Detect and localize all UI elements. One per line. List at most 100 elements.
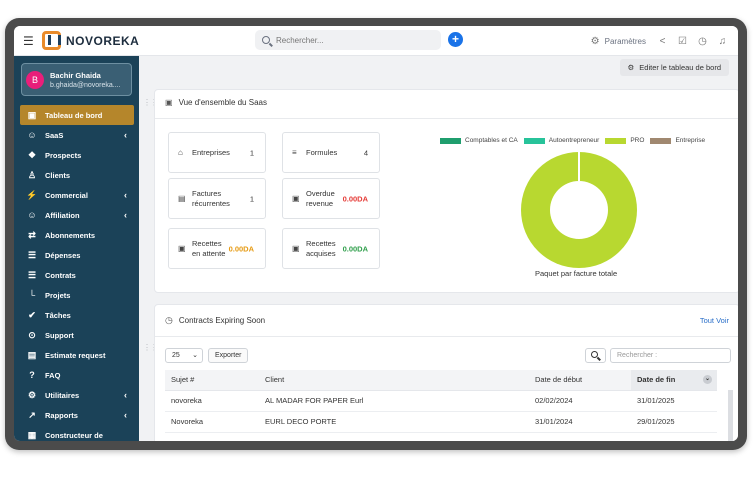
main-content: ⚙ Editer le tableau de bord ⋮⋮ ▣ Vue d'e… bbox=[139, 56, 738, 441]
clock-icon: ◷ bbox=[165, 315, 173, 325]
legend-item[interactable]: Autoentrepreneur bbox=[523, 137, 599, 144]
legend-item[interactable]: Comptables et CA bbox=[440, 137, 518, 144]
table-search-input[interactable]: Rechercher : bbox=[610, 348, 731, 363]
menu-icon[interactable]: ☰ bbox=[23, 33, 34, 48]
sync-icon: ⇄ bbox=[28, 229, 36, 240]
stat-value: 1 bbox=[249, 148, 254, 157]
table-cell: AL MADAR FOR PAPER Eurl bbox=[259, 390, 529, 412]
legend-swatch bbox=[605, 137, 627, 144]
overview-header: ▣ Vue d'ensemble du Saas bbox=[165, 98, 267, 107]
search-input[interactable] bbox=[276, 35, 426, 45]
search-icon bbox=[262, 36, 270, 44]
sidebar-item-saas[interactable]: ☺ SaaS ‹ bbox=[14, 125, 139, 145]
clock-icon[interactable]: ◷ bbox=[698, 35, 707, 47]
add-button[interactable]: + bbox=[448, 32, 463, 47]
table-body: novoreka AL MADAR FOR PAPER Eurl 02/02/202… bbox=[165, 390, 717, 433]
money-icon: ▣ bbox=[292, 244, 300, 253]
legend-item[interactable]: PRO bbox=[605, 137, 644, 144]
sidebar-item-label: Estimate request bbox=[45, 350, 106, 360]
lifebuoy-icon: ⊙ bbox=[28, 329, 36, 340]
sidebar-item-label: Rapports bbox=[45, 410, 78, 420]
money-icon: ▣ bbox=[165, 98, 173, 107]
settings-button[interactable]: ⚙ Paramètres bbox=[590, 36, 646, 47]
bell-icon[interactable]: ♫ bbox=[718, 35, 727, 47]
column-header[interactable]: Sujet # bbox=[165, 370, 259, 391]
stat-recettes-acquises[interactable]: ▣ Recettes acquises 0.00DA bbox=[282, 228, 380, 269]
sidebar-item-t-ches[interactable]: ✔ Tâches bbox=[14, 305, 139, 325]
sidebar-item-support[interactable]: ⊙ Support bbox=[14, 325, 139, 345]
page-size-select[interactable]: 25 ⌄ bbox=[165, 348, 203, 363]
donut-hole bbox=[550, 181, 608, 239]
money-icon: ▣ bbox=[178, 244, 186, 253]
table-row[interactable]: Novoreka EURL DECO PORTE 31/01/2024 29/01/2… bbox=[165, 411, 717, 433]
sidebar-item-utilitaires[interactable]: ⚙ Utilitaires ‹ bbox=[14, 385, 139, 405]
table-header-row: Sujet # Client Date de début Date de fin… bbox=[165, 370, 717, 391]
gear-icon: ⚙ bbox=[590, 35, 600, 47]
donut-chart[interactable] bbox=[521, 152, 637, 268]
user-card[interactable]: B Bachir Ghaida b.ghaida@novoreka.... bbox=[21, 63, 132, 96]
sidebar-item-faq[interactable]: ? FAQ bbox=[14, 365, 139, 385]
column-header[interactable]: Date de début bbox=[529, 370, 631, 391]
sidebar-item-clients[interactable]: ♙ Clients bbox=[14, 165, 139, 185]
legend-item[interactable]: Entreprise bbox=[650, 137, 705, 144]
overview-card: ▣ Vue d'ensemble du Saas ⌂ Entreprises 1… bbox=[154, 89, 738, 293]
sidebar-item-commercial[interactable]: ⚡ Commercial ‹ bbox=[14, 185, 139, 205]
chevron-down-icon: ⌄ bbox=[192, 352, 198, 359]
export-button[interactable]: Exporter bbox=[208, 348, 249, 363]
sidebar-item-label: Prospects bbox=[45, 150, 82, 160]
sidebar-item-label: Clients bbox=[45, 170, 71, 180]
contracts-table: Sujet # Client Date de début Date de fin… bbox=[165, 370, 717, 433]
stat-factures-recurrentes[interactable]: ▤ Factures récurrentes 1 bbox=[168, 178, 266, 219]
sidebar-item-contrats[interactable]: ☰ Contrats bbox=[14, 265, 139, 285]
edit-dashboard-label: Editer le tableau de bord bbox=[639, 63, 721, 72]
sidebar-item-label: Commercial bbox=[45, 190, 88, 200]
legend-label: PRO bbox=[630, 137, 645, 144]
sidebar-item-projets[interactable]: └ Projets bbox=[14, 285, 139, 305]
stat-value: 1 bbox=[249, 194, 254, 203]
sidebar-item-label: Constructeur de bbox=[45, 430, 103, 440]
sidebar-item-abonnements[interactable]: ⇄ Abonnements bbox=[14, 225, 139, 245]
stat-entreprises[interactable]: ⌂ Entreprises 1 bbox=[168, 132, 266, 173]
checkbox-icon[interactable]: ☑ bbox=[678, 35, 687, 47]
bank-icon: ⌂ bbox=[178, 148, 183, 157]
table-search-button[interactable] bbox=[585, 348, 606, 363]
stat-recettes-en-attente[interactable]: ▣ Recettes en attente 0.00DA bbox=[168, 228, 266, 269]
app-window: ☰ NOVOREKA + ⚙ Paramètres < ☑ ◷ ♫ bbox=[14, 26, 738, 441]
sidebar-item-affiliation[interactable]: ☺ Affiliation ‹ bbox=[14, 205, 139, 225]
legend-label: Comptables et CA bbox=[465, 137, 518, 144]
view-all-link[interactable]: Tout Voir bbox=[699, 316, 729, 325]
table-cell: Novoreka bbox=[165, 411, 259, 433]
settings-label: Paramètres bbox=[604, 36, 646, 46]
network-icon: ❖ bbox=[27, 149, 37, 160]
legend-label: Entreprise bbox=[675, 137, 706, 144]
global-search[interactable] bbox=[255, 30, 441, 50]
edit-dashboard-button[interactable]: ⚙ Editer le tableau de bord bbox=[619, 59, 729, 76]
sidebar-item-rapports[interactable]: ↗ Rapports ‹ bbox=[14, 405, 139, 425]
share-icon[interactable]: < bbox=[659, 35, 666, 47]
sidebar-item-d-penses[interactable]: ☰ Dépenses bbox=[14, 245, 139, 265]
users-icon: ☺ bbox=[27, 210, 37, 220]
scrollbar[interactable] bbox=[728, 390, 733, 441]
chevron-left-icon: ‹ bbox=[124, 210, 127, 220]
table-row[interactable]: novoreka AL MADAR FOR PAPER Eurl 02/02/202… bbox=[165, 390, 717, 412]
stat-label: Formules bbox=[306, 147, 338, 157]
sidebar-item-label: Support bbox=[45, 330, 74, 340]
table-cell: EURL DECO PORTE bbox=[259, 411, 529, 433]
stat-formules[interactable]: ≡ Formules 4 bbox=[282, 132, 380, 173]
sort-icon[interactable]: ⌄ bbox=[703, 375, 712, 384]
money-icon: ▣ bbox=[292, 194, 300, 203]
table-cell: 31/01/2024 bbox=[529, 411, 631, 433]
sidebar-item-prospects[interactable]: ❖ Prospects bbox=[14, 145, 139, 165]
stat-value: 0.00DA bbox=[228, 244, 254, 253]
sidebar-item-tableau-de-bord[interactable]: ▣ Tableau de bord bbox=[20, 105, 134, 125]
column-header-sorted[interactable]: Date de fin ⌄ bbox=[631, 370, 717, 391]
top-right-actions: ⚙ Paramètres < ☑ ◷ ♫ bbox=[590, 26, 728, 56]
sidebar-item-estimate-request[interactable]: ▤ Estimate request bbox=[14, 345, 139, 365]
stat-overdue-revenue[interactable]: ▣ Overdue revenue 0.00DA bbox=[282, 178, 380, 219]
drag-handle-icon[interactable]: ⋮⋮ bbox=[143, 98, 158, 107]
column-header[interactable]: Client bbox=[259, 370, 529, 391]
drag-handle-icon[interactable]: ⋮⋮ bbox=[143, 343, 158, 352]
page-size-value: 25 bbox=[172, 352, 180, 359]
sidebar-item-constructeur-de[interactable]: ▦ Constructeur de bbox=[14, 425, 139, 441]
question-icon: ? bbox=[29, 370, 35, 380]
